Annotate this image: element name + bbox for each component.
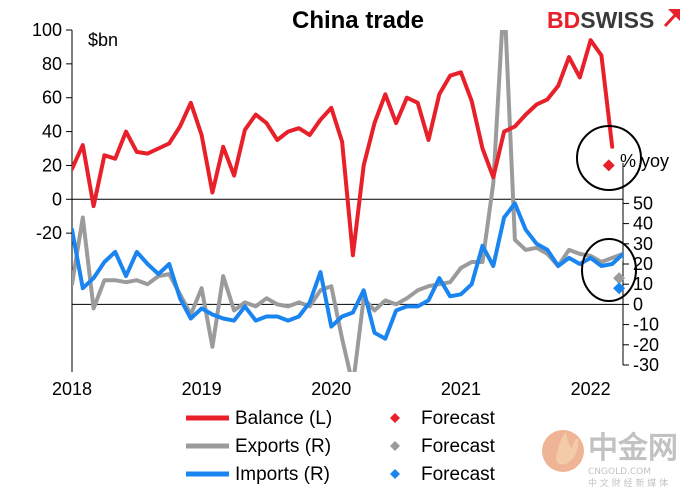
left-axis-tick-label: 60 bbox=[42, 88, 62, 108]
right-axis-tick-label: 0 bbox=[633, 294, 643, 314]
legend-forecast-label: Forecast bbox=[421, 436, 496, 457]
legend-forecast-label: Forecast bbox=[421, 408, 496, 429]
left-axis-tick-label: 80 bbox=[42, 54, 62, 74]
left-axis-tick-label: -20 bbox=[36, 223, 62, 243]
x-axis-tick-label: 2022 bbox=[571, 379, 611, 399]
x-axis-tick-label: 2019 bbox=[182, 379, 222, 399]
forecast-highlight-circle-balance bbox=[576, 125, 642, 191]
watermark-tagline: 中 文 财 经 新 媒 体 bbox=[588, 477, 668, 489]
x-axis-tick-label: 2021 bbox=[441, 379, 481, 399]
right-axis-tick-label: 30 bbox=[633, 234, 653, 254]
legend-forecast-marker bbox=[390, 413, 400, 423]
legend-forecast-label: Forecast bbox=[421, 464, 496, 485]
bdswiss-logo-swiss: SWISS bbox=[580, 7, 654, 33]
chart-title: China trade bbox=[292, 7, 424, 34]
series-layer bbox=[72, 30, 623, 372]
right-axis-unit: % yoy bbox=[620, 151, 669, 171]
forecast-marker-imports bbox=[613, 282, 626, 295]
legend-forecast-marker bbox=[390, 441, 400, 451]
series-line-exports bbox=[72, 30, 623, 372]
right-axis-tick-label: -20 bbox=[633, 335, 659, 355]
cngold-watermark: 中金网 CNGOLD.COM 中 文 财 经 新 媒 体 bbox=[542, 430, 678, 489]
forecast-layer bbox=[602, 159, 626, 295]
watermark-domain: CNGOLD.COM bbox=[588, 467, 651, 477]
forecast-marker-balance bbox=[602, 159, 615, 172]
right-axis-tick-label: 50 bbox=[633, 193, 653, 213]
x-axis-tick-label: 2018 bbox=[52, 379, 92, 399]
forecast-marker-exports bbox=[613, 272, 626, 285]
left-axis-tick-label: 40 bbox=[42, 122, 62, 142]
legend-label-imports: Imports (R) bbox=[235, 464, 330, 485]
series-line-balance bbox=[72, 38, 615, 258]
bdswiss-logo: BDSWISS bbox=[547, 7, 680, 33]
legend-label-balance: Balance (L) bbox=[235, 408, 332, 429]
left-axis-unit: $bn bbox=[88, 30, 118, 50]
bdswiss-logo-text: BDSWISS bbox=[547, 7, 654, 33]
right-axis-tick-label: -10 bbox=[633, 315, 659, 335]
left-axis-tick-label: 100 bbox=[32, 20, 62, 40]
left-axis-tick-label: 0 bbox=[52, 189, 62, 209]
series-line-imports bbox=[72, 201, 623, 341]
legend-label-exports: Exports (R) bbox=[235, 436, 331, 457]
right-axis-tick-label: 10 bbox=[633, 274, 653, 294]
forecast-highlight-circle-trade bbox=[581, 238, 637, 302]
right-axis-tick-label: 20 bbox=[633, 254, 653, 274]
cngold-flame-inner-icon bbox=[556, 432, 579, 465]
bdswiss-arrow-stroke bbox=[663, 10, 680, 28]
right-axis-tick-label: 40 bbox=[633, 214, 653, 234]
right-axis-tick-label: -30 bbox=[633, 355, 659, 375]
x-axis-tick-label: 2020 bbox=[311, 379, 351, 399]
bdswiss-logo-bd: BD bbox=[547, 7, 580, 33]
legend-forecast-marker bbox=[390, 469, 400, 479]
watermark-main: 中金网 bbox=[588, 431, 678, 466]
legend: Balance (L) Forecast Exports (R) Forecast Im… bbox=[186, 408, 496, 485]
left-axis-tick-label: 20 bbox=[42, 155, 62, 175]
